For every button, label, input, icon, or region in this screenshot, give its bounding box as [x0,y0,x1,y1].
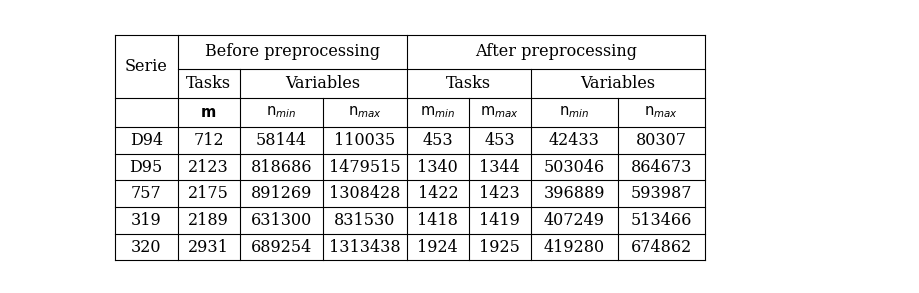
Text: 2931: 2931 [188,239,229,255]
Text: 1419: 1419 [480,212,520,229]
Text: 1422: 1422 [417,185,459,202]
Text: Variables: Variables [286,75,361,92]
Text: $\mathbf{m}$: $\mathbf{m}$ [200,105,217,120]
Text: 631300: 631300 [251,212,312,229]
Text: Before preprocessing: Before preprocessing [205,43,380,60]
Text: $\mathrm{n}_{min}$: $\mathrm{n}_{min}$ [560,105,589,120]
Text: 674862: 674862 [630,239,692,255]
Text: 1308428: 1308428 [329,185,401,202]
Text: 1479515: 1479515 [329,159,401,176]
Text: D94: D94 [130,132,163,149]
Text: 80307: 80307 [636,132,686,149]
Text: 319: 319 [130,212,162,229]
Text: 2175: 2175 [188,185,229,202]
Text: Tasks: Tasks [447,75,492,92]
Text: 58144: 58144 [255,132,307,149]
Text: 407249: 407249 [544,212,605,229]
Text: 831530: 831530 [335,212,395,229]
Text: 396889: 396889 [543,185,605,202]
Text: D95: D95 [130,159,163,176]
Text: $\mathrm{m}_{min}$: $\mathrm{m}_{min}$ [420,105,456,120]
Text: 2189: 2189 [188,212,229,229]
Text: 818686: 818686 [251,159,312,176]
Text: $\mathrm{m}_{max}$: $\mathrm{m}_{max}$ [481,105,519,120]
Text: 689254: 689254 [251,239,312,255]
Text: 42433: 42433 [549,132,600,149]
Text: 712: 712 [193,132,224,149]
Text: Tasks: Tasks [186,75,231,92]
Text: 757: 757 [130,185,162,202]
Text: 864673: 864673 [630,159,692,176]
Text: 1925: 1925 [480,239,520,255]
Text: 1344: 1344 [480,159,520,176]
Text: 110035: 110035 [335,132,395,149]
Text: $\mathrm{n}_{max}$: $\mathrm{n}_{max}$ [348,105,381,120]
Text: After preprocessing: After preprocessing [475,43,637,60]
Text: 1418: 1418 [417,212,459,229]
Text: 453: 453 [484,132,516,149]
Text: 419280: 419280 [544,239,605,255]
Text: 513466: 513466 [630,212,692,229]
Text: $\mathrm{n}_{max}$: $\mathrm{n}_{max}$ [644,105,678,120]
Text: 503046: 503046 [544,159,605,176]
Text: 2123: 2123 [188,159,229,176]
Text: $\mathrm{n}_{min}$: $\mathrm{n}_{min}$ [267,105,296,120]
Text: 593987: 593987 [630,185,692,202]
Text: 891269: 891269 [251,185,312,202]
Text: 1313438: 1313438 [329,239,401,255]
Text: 453: 453 [423,132,453,149]
Text: Serie: Serie [125,58,167,75]
Text: Variables: Variables [580,75,655,92]
Text: 320: 320 [131,239,162,255]
Text: 1340: 1340 [417,159,459,176]
Text: 1924: 1924 [417,239,459,255]
Text: 1423: 1423 [480,185,520,202]
